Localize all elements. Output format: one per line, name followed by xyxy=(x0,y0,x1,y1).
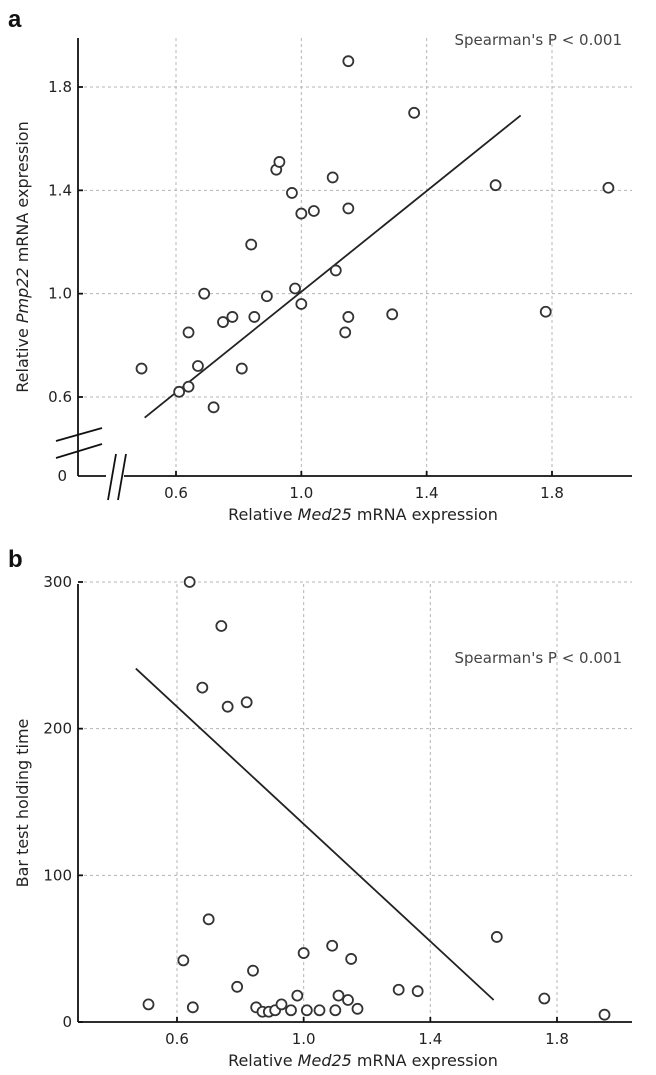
data-point xyxy=(182,380,195,393)
data-point xyxy=(342,311,355,323)
data-point xyxy=(177,954,190,967)
x-tick-label: 0.6 xyxy=(164,484,188,502)
y-tick-label: 200 xyxy=(43,720,72,738)
data-point xyxy=(342,55,355,68)
x-tick-label: 1.0 xyxy=(289,484,313,502)
axis-break-mark xyxy=(55,427,103,442)
axis-break-mark xyxy=(117,453,127,501)
data-point xyxy=(273,156,286,168)
x-tick-label: 1.8 xyxy=(540,484,564,502)
data-point xyxy=(411,985,424,998)
data-point xyxy=(538,992,551,1005)
data-point xyxy=(297,947,310,959)
data-point xyxy=(226,311,239,323)
y-tick-label: 0 xyxy=(62,1013,72,1031)
data-point xyxy=(198,287,211,300)
y-tick-label: 1.0 xyxy=(48,285,72,303)
data-point xyxy=(183,576,196,588)
data-point xyxy=(207,401,220,414)
data-point xyxy=(275,998,288,1011)
data-point xyxy=(339,326,352,339)
data-point xyxy=(602,181,615,194)
data-point xyxy=(245,238,258,251)
data-point xyxy=(285,1004,297,1017)
data-point xyxy=(332,989,345,1002)
data-point xyxy=(231,980,244,993)
data-point xyxy=(598,1008,611,1021)
data-point xyxy=(408,106,421,119)
spearman-annotation: Spearman's P < 0.001 xyxy=(455,31,622,49)
data-point xyxy=(182,326,195,339)
scatter-panel-a: a 0 0.6 1.0 1.4 1.8 0.6 1.0 1.4 1.8 Relative Med2… xyxy=(8,6,632,524)
data-point xyxy=(192,360,204,372)
y-tick-label: 1.8 xyxy=(48,78,72,96)
data-point xyxy=(248,311,261,323)
data-point xyxy=(135,362,148,375)
data-point xyxy=(142,998,155,1011)
spearman-annotation: Spearman's P < 0.001 xyxy=(455,649,622,667)
y-tick-label: 100 xyxy=(43,866,72,884)
x-axis-title: Relative Med25 mRNA expression xyxy=(228,505,498,524)
data-point xyxy=(329,264,342,277)
data-point xyxy=(313,1004,326,1017)
x-tick-label: 1.0 xyxy=(292,1030,316,1048)
data-point xyxy=(329,1004,342,1017)
y-tick-label: 300 xyxy=(43,573,72,591)
data-point xyxy=(326,171,339,184)
data-point xyxy=(345,953,358,965)
trend-line xyxy=(135,667,495,1001)
x-tick-label: 1.4 xyxy=(415,484,439,502)
data-point xyxy=(217,316,229,328)
data-point xyxy=(286,187,298,199)
scatter-panel-b: b 0.6 1.0 1.4 1.8 0 100 200 300 Relative Med25 m… xyxy=(8,546,632,1070)
data-point xyxy=(221,700,234,713)
x-tick-label: 0.6 xyxy=(165,1030,189,1048)
y-tick-label: 0 xyxy=(57,467,67,485)
data-point xyxy=(240,696,253,709)
data-point xyxy=(215,620,228,632)
x-axis-title: Relative Med25 mRNA expression xyxy=(228,1051,498,1070)
axis-break-mark xyxy=(107,453,117,501)
data-point xyxy=(173,385,186,398)
y-tick-label: 1.4 xyxy=(48,181,72,199)
data-point xyxy=(326,939,339,952)
panel-label-a: a xyxy=(8,6,22,33)
data-point xyxy=(342,994,354,1006)
data-point xyxy=(351,1002,364,1015)
data-point xyxy=(289,282,301,295)
data-point xyxy=(489,179,502,192)
x-tick-label: 1.8 xyxy=(545,1030,569,1048)
data-point xyxy=(342,202,355,215)
data-point xyxy=(295,207,308,220)
x-tick-label: 1.4 xyxy=(418,1030,442,1048)
data-point xyxy=(490,931,503,943)
data-point xyxy=(392,983,405,996)
data-point xyxy=(260,290,273,303)
data-point xyxy=(235,362,248,375)
data-point xyxy=(307,205,320,217)
panel-label-b: b xyxy=(8,546,23,573)
axis-break-mark xyxy=(55,443,103,459)
data-point xyxy=(539,305,552,318)
y-axis-title: Relative Pmp22 mRNA expression xyxy=(13,121,32,392)
data-point xyxy=(291,989,304,1002)
data-point xyxy=(202,913,215,926)
data-point xyxy=(295,298,308,310)
data-point xyxy=(247,964,259,977)
data-point xyxy=(196,681,209,694)
data-point xyxy=(186,1001,199,1014)
data-point xyxy=(300,1004,313,1017)
y-axis-title: Bar test holding time xyxy=(13,719,32,888)
y-tick-label: 0.6 xyxy=(48,388,72,406)
data-point xyxy=(386,308,399,321)
